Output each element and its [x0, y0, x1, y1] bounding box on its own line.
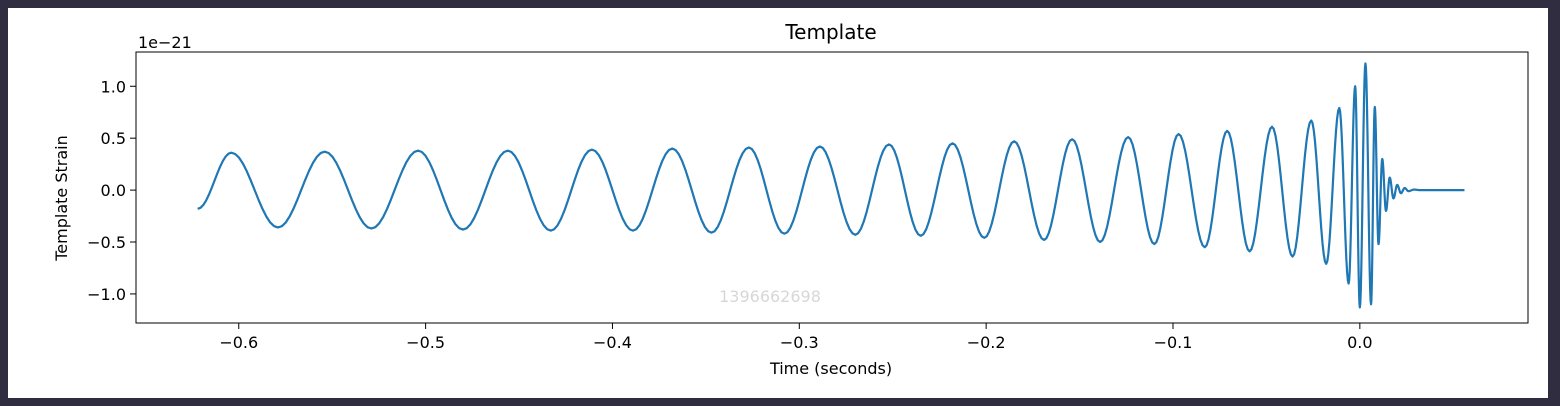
- x-tick-label: −0.1: [1154, 333, 1193, 352]
- x-tick-label: −0.3: [780, 333, 819, 352]
- watermark-text: 1396662698: [719, 287, 821, 306]
- y-tick-label: 0.0: [101, 181, 126, 200]
- chart-frame: Template 1e−21 Time (seconds) Template S…: [8, 8, 1548, 398]
- chart-svg: Template 1e−21 Time (seconds) Template S…: [52, 20, 1529, 378]
- chart-title: Template: [784, 20, 876, 44]
- x-tick-label: 0.0: [1347, 333, 1372, 352]
- x-tick-label: −0.6: [219, 333, 258, 352]
- y-tick-label: 0.5: [101, 129, 126, 148]
- axis-ticks: −0.6 −0.5 −0.4 −0.3 −0.2 −0.1 0.0 1.0 0.5 0.0 −0.5…: [87, 77, 1372, 352]
- y-tick-label: −0.5: [87, 233, 126, 252]
- y-axis-label: Template Strain: [52, 135, 71, 262]
- x-axis-label: Time (seconds): [769, 359, 892, 378]
- x-tick-label: −0.2: [967, 333, 1006, 352]
- plot-area: [135, 51, 1529, 324]
- x-tick-label: −0.5: [406, 333, 445, 352]
- y-tick-label: 1.0: [101, 77, 126, 96]
- x-tick-label: −0.4: [593, 333, 632, 352]
- y-offset-text: 1e−21: [138, 33, 192, 52]
- series-line-template: [197, 62, 1465, 309]
- y-tick-label: −1.0: [87, 285, 126, 304]
